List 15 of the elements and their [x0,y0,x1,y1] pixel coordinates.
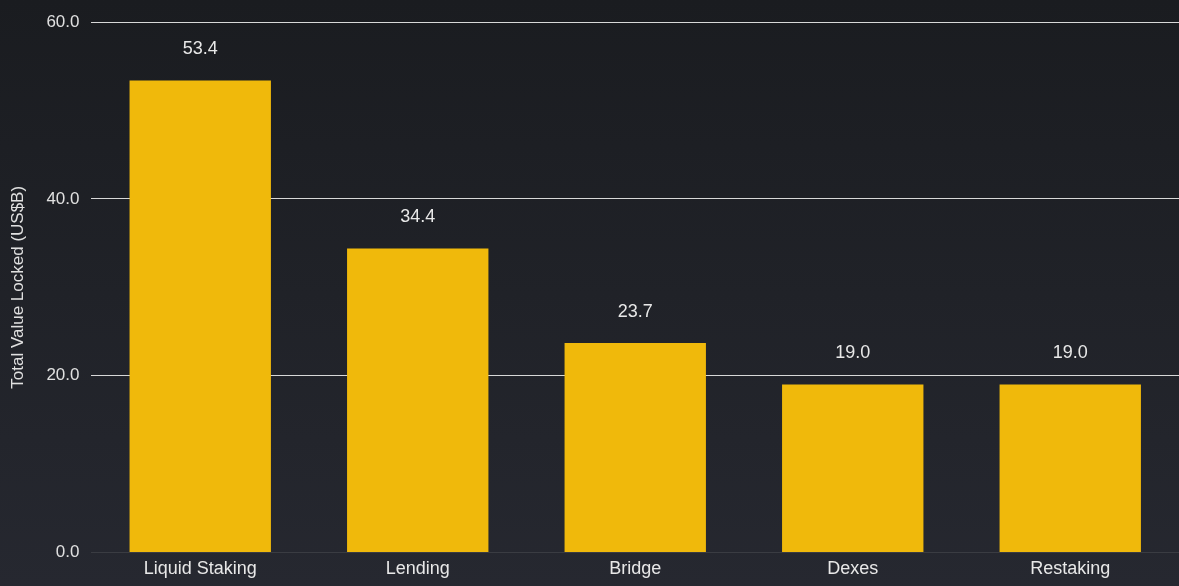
y-tick-label: 40.0 [46,188,80,208]
data-label: 19.0 [835,342,871,363]
x-tick-label: Lending [385,558,450,579]
data-label: 23.7 [617,300,653,321]
data-label: 34.4 [400,206,436,227]
y-tick-label: 0.0 [55,542,80,562]
x-tick-label: Bridge [609,558,662,579]
y-tick-label: 60.0 [46,11,80,31]
x-tick-label: Dexes [827,558,879,579]
data-label: 53.4 [182,38,218,59]
y-tick-label: 20.0 [46,365,80,385]
x-tick-label: Liquid Staking [143,558,257,579]
data-label: 19.0 [1052,342,1088,363]
y-axis-title: Total Value Locked (US$B) [7,185,27,389]
x-tick-label: Restaking [1030,558,1111,579]
